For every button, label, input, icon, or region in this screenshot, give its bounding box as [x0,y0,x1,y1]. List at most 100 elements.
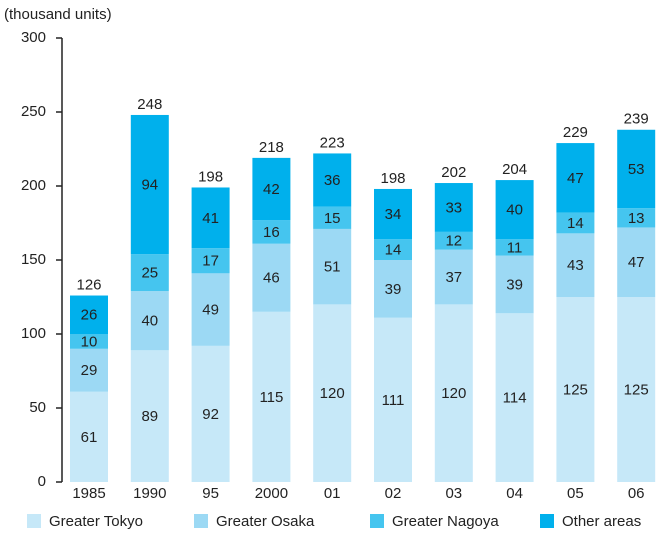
bar-segment [374,239,412,260]
legend-label: Greater Tokyo [49,513,143,530]
y-tick-label: 200 [21,177,46,194]
value-label: 26 [81,307,98,324]
value-label: 12 [445,233,462,250]
legend-label: Greater Osaka [216,513,315,530]
x-tick-label: 06 [628,485,645,502]
value-label: 61 [81,429,98,446]
y-tick-label: 100 [21,325,46,342]
bar-segment [70,348,108,392]
value-label: 120 [441,385,466,402]
legend-swatch [540,514,554,528]
total-label: 229 [563,124,588,141]
bar-segment [70,391,108,482]
bar-segment [130,254,169,292]
value-label: 51 [324,259,341,276]
legend-swatch [194,514,208,528]
value-label: 33 [445,199,462,216]
bar-segment [313,206,352,229]
bar-segment [252,243,291,312]
value-label: 114 [503,390,527,407]
bar-segment [556,143,595,213]
y-tick-label: 300 [21,29,46,46]
bar-segment [434,183,473,232]
total-label: 239 [624,111,649,128]
value-label: 47 [567,170,584,187]
value-label: 16 [263,224,280,241]
bar-segment [556,212,595,234]
total-label: 223 [320,134,345,151]
value-label: 43 [567,257,584,274]
legend-swatch [370,514,384,528]
value-label: 41 [202,210,219,227]
bar-segment [434,231,473,250]
bar-segment [70,295,108,334]
value-label: 49 [202,302,219,319]
x-tick-label: 95 [202,485,219,502]
bar-segment [191,345,230,482]
bar-segment [617,227,656,297]
value-label: 15 [324,210,341,227]
bar-segment [495,180,534,240]
value-label: 115 [259,389,283,406]
value-label: 14 [567,215,584,232]
value-label: 125 [563,381,588,398]
total-label: 204 [502,161,527,178]
total-label: 202 [441,164,466,181]
y-tick-label: 250 [21,103,46,120]
value-label: 42 [263,181,280,198]
value-label: 111 [382,392,405,409]
value-label: 53 [628,161,645,178]
bar-segment [252,311,291,482]
bar-segment [495,313,534,482]
value-label: 40 [141,313,158,330]
value-label: 89 [141,408,158,425]
bar-segment [617,129,656,209]
x-tick-label: 02 [385,485,402,502]
value-label: 125 [624,381,649,398]
bar-segment [495,239,534,256]
total-label: 198 [380,170,405,187]
x-tick-label: 2000 [255,485,288,502]
value-label: 37 [445,269,462,286]
bar-segment [374,317,412,482]
bar-segment [556,233,595,297]
bar-segment [556,297,595,482]
value-label: 40 [506,202,523,219]
bar-segment [617,297,656,482]
x-tick-label: 1985 [72,485,105,502]
y-tick-label: 150 [21,251,46,268]
bar-segment [374,188,412,240]
bar-segment [313,304,352,482]
bar-segment [191,187,230,249]
value-label: 39 [385,281,402,298]
value-label: 11 [507,239,523,256]
y-axis-label: (thousand units) [4,6,112,23]
value-label: 14 [385,242,402,259]
bar-segment [313,153,352,207]
bar-segment [191,273,230,346]
bar-segment [252,220,291,244]
total-label: 218 [259,139,284,156]
value-label: 36 [324,172,341,189]
value-label: 29 [81,362,98,379]
bar-segment [130,291,169,351]
bar-segment [130,114,169,255]
legend-swatch [27,514,41,528]
value-label: 25 [141,265,158,282]
value-label: 13 [628,210,645,227]
total-label: 248 [137,96,162,113]
bar-segment [70,334,108,349]
value-label: 120 [320,385,345,402]
bar-segment [252,157,291,221]
value-label: 47 [628,254,645,271]
bar-segment [374,260,412,318]
bar-segment [495,255,534,314]
value-label: 46 [263,270,280,287]
value-label: 10 [81,333,98,350]
bar-segment [434,249,473,305]
value-label: 39 [506,276,523,293]
y-tick-label: 0 [38,473,46,490]
value-label: 17 [202,253,219,270]
legend-label: Other areas [562,513,641,530]
